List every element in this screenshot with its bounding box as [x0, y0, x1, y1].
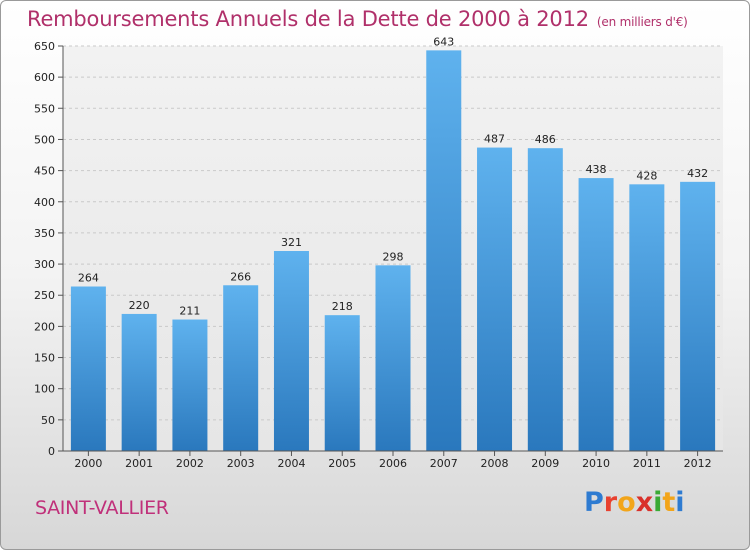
- x-axis: 2000 2001 2002 2003 2004 2005 2006 2007 2008 2009…: [63, 450, 723, 470]
- logo-letter: r: [603, 487, 618, 518]
- value-label: 321: [281, 236, 302, 249]
- chart-title-text: Remboursements Annuels de la Dette de 20…: [27, 7, 589, 31]
- y-tick-label: 500: [34, 133, 55, 146]
- value-labels: 264 220 211 266 321 218 298 643 487 486 438 428 432: [78, 35, 708, 317]
- logo-letter: i: [675, 487, 685, 518]
- value-label: 438: [586, 163, 607, 176]
- value-label: 264: [78, 272, 99, 285]
- value-label: 220: [129, 299, 150, 312]
- y-tick-label: 650: [34, 40, 55, 53]
- bars: [70, 50, 716, 452]
- y-tick-label: 150: [34, 352, 55, 365]
- value-label: 211: [179, 305, 200, 318]
- x-tick-label: 2012: [684, 457, 712, 470]
- value-label: 643: [433, 35, 454, 48]
- y-tick-label: 400: [34, 196, 55, 209]
- bar: [70, 286, 106, 451]
- y-tick-label: 450: [34, 165, 55, 178]
- bar: [629, 184, 665, 452]
- x-tick-label: 2001: [125, 457, 153, 470]
- y-tick-label: 200: [34, 320, 55, 333]
- y-tick-label: 300: [34, 258, 55, 271]
- city-name: SAINT-VALLIER: [35, 497, 169, 519]
- x-tick-label: 2008: [481, 457, 509, 470]
- value-label: 487: [484, 133, 505, 146]
- x-tick-label: 2005: [328, 457, 356, 470]
- bar: [324, 315, 360, 451]
- y-tick-label: 600: [34, 71, 55, 84]
- value-label: 218: [332, 300, 353, 313]
- chart-subtitle: (en milliers d'€): [596, 15, 688, 29]
- bar: [172, 319, 208, 451]
- bar: [527, 148, 563, 451]
- logo-letter: x: [635, 487, 654, 518]
- x-tick-label: 2009: [531, 457, 559, 470]
- x-tick-label: 2002: [176, 457, 204, 470]
- x-tick-label: 2010: [582, 457, 610, 470]
- bar: [426, 50, 462, 451]
- x-tick-label: 2007: [430, 457, 458, 470]
- logo-letter: i: [653, 487, 663, 518]
- x-tick-label: 2011: [633, 457, 661, 470]
- y-tick-label: 100: [34, 383, 55, 396]
- y-tick-label: 0: [48, 445, 55, 458]
- logo-letter: t: [662, 487, 676, 518]
- value-label: 486: [535, 133, 556, 146]
- x-tick-label: 2000: [74, 457, 102, 470]
- bar: [273, 250, 309, 451]
- bar: [375, 265, 411, 451]
- bar: [680, 181, 716, 452]
- proxiti-logo: Proxiti: [584, 487, 685, 518]
- chart-title: Remboursements Annuels de la Dette de 20…: [27, 7, 688, 31]
- y-tick-label: 50: [41, 414, 55, 427]
- y-tick-label: 350: [34, 227, 55, 240]
- value-label: 266: [230, 270, 251, 283]
- bar: [578, 178, 614, 452]
- value-label: 432: [687, 167, 708, 180]
- x-tick-label: 2006: [379, 457, 407, 470]
- logo-letter: o: [617, 487, 636, 518]
- y-tick-label: 250: [34, 289, 55, 302]
- x-tick-label: 2003: [227, 457, 255, 470]
- logo-letter: P: [584, 487, 604, 518]
- bar: [477, 147, 513, 452]
- value-label: 428: [636, 169, 657, 182]
- bar: [223, 285, 259, 451]
- y-tick-label: 550: [34, 102, 55, 115]
- value-label: 298: [383, 250, 404, 263]
- bar: [121, 313, 157, 451]
- y-axis: 0 50 100 150 200 250 300 350 400 450 500 550 600 650: [34, 40, 64, 458]
- x-tick-label: 2004: [277, 457, 305, 470]
